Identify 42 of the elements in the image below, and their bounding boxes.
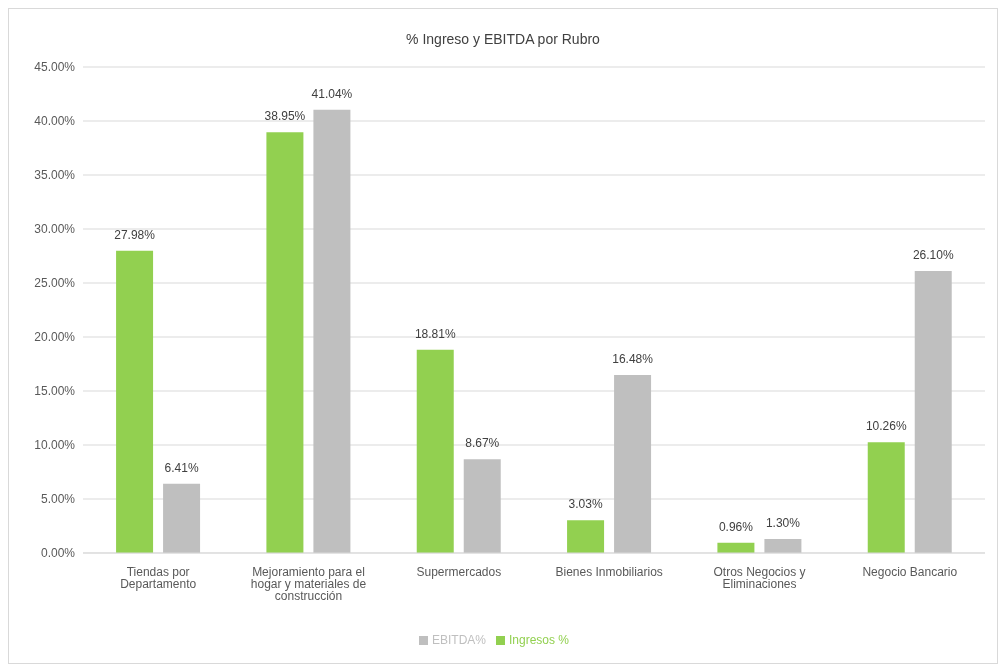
x-tick-label: Mejoramiento para el hogar y materiales de construcción (250, 564, 367, 603)
y-tick-label: 35.00% (34, 168, 76, 183)
x-tick-label: Supermercados (416, 564, 502, 579)
y-tick-label: 0.00% (40, 546, 76, 561)
bar (313, 109, 351, 553)
x-tick-label: Tiendas por Departamento (120, 564, 197, 591)
y-tick-label: 5.00% (40, 492, 76, 507)
y-tick-label: 30.00% (34, 222, 76, 237)
data-label: 10.26% (865, 419, 907, 434)
bar (416, 349, 454, 553)
x-tick-label: Bienes Inmobiliarios (555, 564, 663, 579)
bar (163, 483, 201, 553)
x-tick-label: Otros Negocios y Eliminaciones (713, 564, 806, 591)
bar (567, 520, 605, 553)
bar (266, 132, 304, 553)
data-label: 26.10% (912, 248, 954, 263)
bar (116, 250, 154, 553)
data-label: 3.03% (568, 497, 603, 512)
bar (764, 538, 802, 553)
x-tick-label: Negocio Bancario (862, 564, 958, 579)
data-label: 1.30% (765, 515, 801, 530)
data-label: 6.41% (164, 460, 199, 475)
data-label: 38.95% (264, 109, 306, 124)
bar (463, 459, 501, 553)
data-label: 8.67% (465, 436, 500, 451)
legend-label: Ingresos % (508, 633, 570, 647)
data-label: 0.96% (718, 519, 754, 534)
y-tick-label: 25.00% (34, 276, 76, 291)
bar (867, 442, 905, 553)
legend-label: EBITDA% (431, 633, 486, 647)
chart-title: % Ingreso y EBITDA por Rubro (405, 31, 601, 47)
bar (614, 375, 652, 553)
data-label: 16.48% (612, 352, 654, 367)
data-label: 18.81% (414, 326, 456, 341)
data-label: 27.98% (114, 227, 156, 242)
y-tick-label: 10.00% (34, 438, 76, 453)
y-tick-label: 15.00% (34, 384, 76, 399)
data-label: 41.04% (311, 86, 353, 101)
bar (914, 271, 952, 553)
y-tick-label: 45.00% (34, 60, 76, 75)
y-tick-label: 40.00% (34, 114, 76, 129)
y-tick-label: 20.00% (34, 330, 76, 345)
